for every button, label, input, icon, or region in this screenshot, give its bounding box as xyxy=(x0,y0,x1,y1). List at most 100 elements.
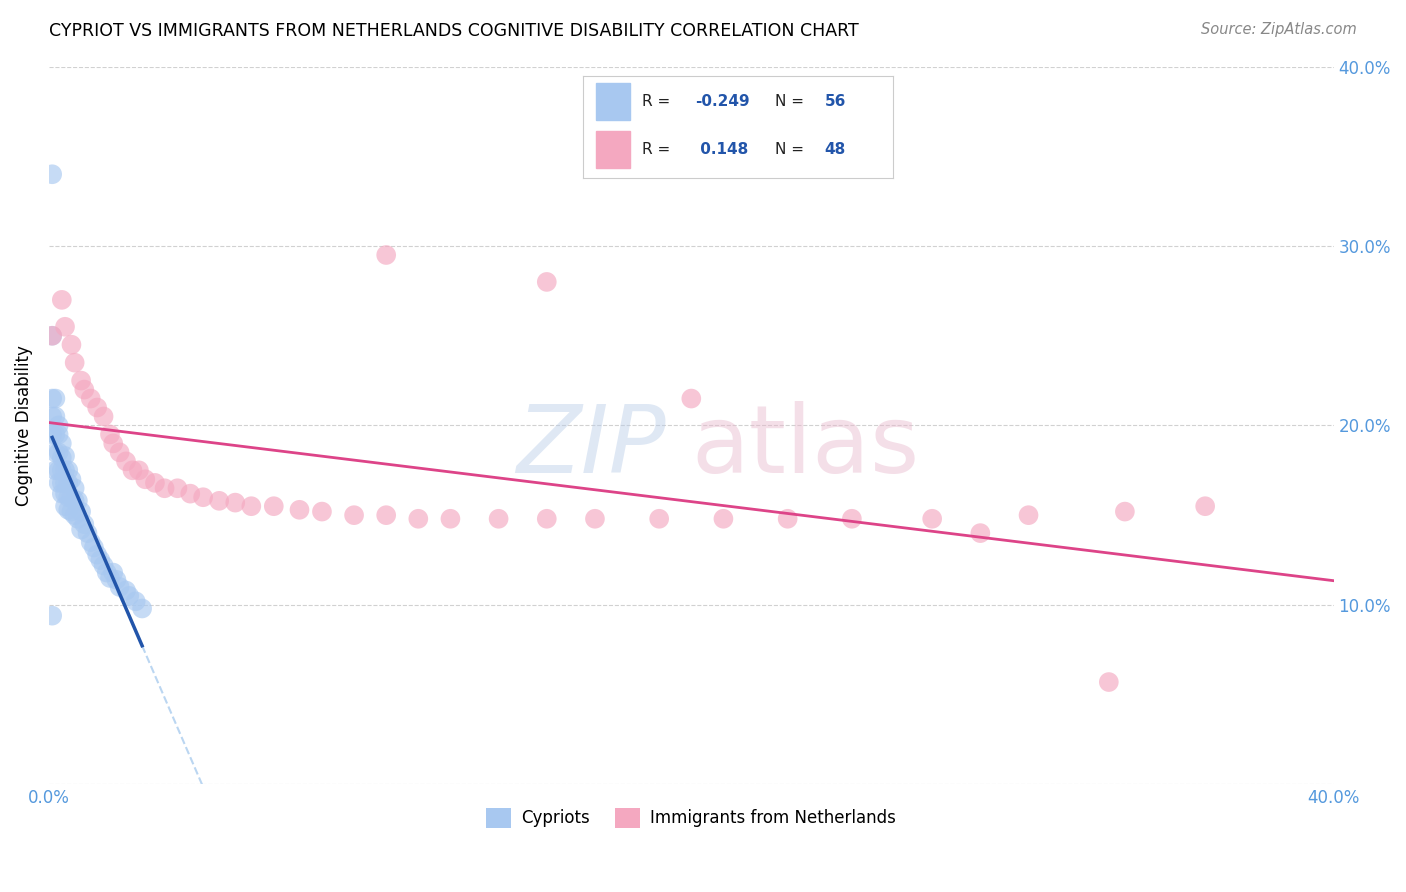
Point xyxy=(166,481,188,495)
Point xyxy=(583,512,606,526)
Point xyxy=(224,495,246,509)
Point xyxy=(44,427,66,442)
Point xyxy=(439,512,461,526)
Point xyxy=(41,392,63,406)
Point xyxy=(103,436,125,450)
Point xyxy=(41,427,63,442)
Point xyxy=(80,392,103,406)
Text: R =: R = xyxy=(643,142,681,157)
Point xyxy=(969,526,991,541)
Point xyxy=(86,548,108,562)
Point xyxy=(93,409,115,424)
Point xyxy=(408,512,430,526)
Point xyxy=(240,499,263,513)
Point xyxy=(63,356,86,370)
Point xyxy=(63,493,86,508)
Point xyxy=(44,409,66,424)
Text: 56: 56 xyxy=(825,94,846,109)
Point xyxy=(83,541,105,555)
Text: ZIP: ZIP xyxy=(516,401,665,492)
Point xyxy=(58,503,80,517)
Y-axis label: Cognitive Disability: Cognitive Disability xyxy=(15,345,32,506)
Point xyxy=(131,601,153,615)
Text: 48: 48 xyxy=(825,142,846,157)
Point xyxy=(51,486,73,500)
Point xyxy=(53,499,76,513)
Point xyxy=(103,566,125,580)
Point xyxy=(66,493,89,508)
Point xyxy=(134,472,156,486)
Point xyxy=(143,475,166,490)
Point xyxy=(118,589,141,603)
Point xyxy=(125,594,148,608)
Point xyxy=(70,505,93,519)
Point xyxy=(41,409,63,424)
Point xyxy=(121,463,143,477)
Point xyxy=(44,463,66,477)
Text: atlas: atlas xyxy=(692,401,920,493)
Point xyxy=(48,463,70,477)
Point xyxy=(93,558,115,573)
Point xyxy=(58,463,80,477)
Point xyxy=(48,427,70,442)
Point xyxy=(1114,505,1136,519)
Point xyxy=(1018,508,1040,523)
Point xyxy=(76,526,98,541)
Point xyxy=(70,374,93,388)
Point xyxy=(53,319,76,334)
Point xyxy=(63,481,86,495)
Bar xyxy=(596,131,630,168)
Point xyxy=(108,580,131,594)
Text: N =: N = xyxy=(775,142,808,157)
Point xyxy=(105,573,128,587)
Point xyxy=(536,275,558,289)
Point xyxy=(80,535,103,549)
Point xyxy=(1194,499,1216,513)
Point xyxy=(53,475,76,490)
Text: Source: ZipAtlas.com: Source: ZipAtlas.com xyxy=(1201,22,1357,37)
Point xyxy=(86,401,108,415)
Point xyxy=(44,392,66,406)
Point xyxy=(713,512,735,526)
Point xyxy=(776,512,799,526)
Point xyxy=(128,463,150,477)
Point xyxy=(51,450,73,465)
Point xyxy=(73,517,96,532)
Point xyxy=(60,505,83,519)
Point xyxy=(41,328,63,343)
Point xyxy=(66,512,89,526)
Point xyxy=(51,293,73,307)
Text: 0.148: 0.148 xyxy=(695,142,748,157)
Text: R =: R = xyxy=(643,94,675,109)
Point xyxy=(488,512,510,526)
Point xyxy=(648,512,671,526)
Text: CYPRIOT VS IMMIGRANTS FROM NETHERLANDS COGNITIVE DISABILITY CORRELATION CHART: CYPRIOT VS IMMIGRANTS FROM NETHERLANDS C… xyxy=(49,22,859,40)
Point xyxy=(48,445,70,459)
Point xyxy=(311,505,333,519)
Point xyxy=(96,566,118,580)
Point xyxy=(108,445,131,459)
Point xyxy=(921,512,943,526)
Point xyxy=(51,436,73,450)
Point xyxy=(41,167,63,181)
Point xyxy=(288,503,311,517)
Point xyxy=(115,583,138,598)
Point xyxy=(681,392,703,406)
Point xyxy=(179,486,201,500)
Point xyxy=(60,490,83,504)
Point xyxy=(60,337,83,351)
Point xyxy=(58,475,80,490)
Point xyxy=(53,449,76,463)
Point xyxy=(48,475,70,490)
Point xyxy=(89,553,111,567)
Text: -0.249: -0.249 xyxy=(695,94,749,109)
Legend: Cypriots, Immigrants from Netherlands: Cypriots, Immigrants from Netherlands xyxy=(479,801,903,835)
Point xyxy=(536,512,558,526)
Point xyxy=(841,512,863,526)
Point xyxy=(98,427,121,442)
Point xyxy=(191,490,214,504)
Point xyxy=(51,463,73,477)
Point xyxy=(153,481,176,495)
Point xyxy=(70,523,93,537)
Point xyxy=(375,508,398,523)
